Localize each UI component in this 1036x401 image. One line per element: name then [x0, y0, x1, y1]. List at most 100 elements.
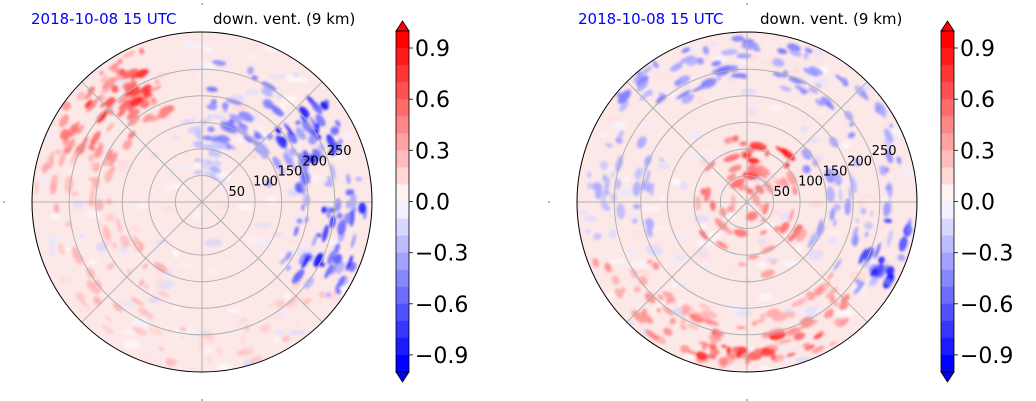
field-patch: [63, 147, 69, 154]
field-patch: [627, 214, 642, 222]
field-patch: [617, 91, 630, 105]
field-patch: [257, 141, 270, 155]
field-patch: [148, 85, 162, 92]
field-patch: [119, 300, 138, 306]
field-patch: [721, 344, 728, 349]
field-patch: [50, 213, 60, 220]
field-patch: [207, 126, 215, 133]
field-patch: [844, 198, 852, 216]
panel-left-colorbar: [395, 20, 410, 383]
field-patch: [906, 218, 912, 235]
field-patch: [333, 253, 343, 265]
field-patch: [604, 206, 611, 212]
field-patch: [702, 318, 719, 326]
field-patch: [840, 294, 850, 304]
field-patch: [758, 293, 773, 302]
field-patch: [645, 170, 651, 183]
colorbar-segment: [941, 99, 954, 117]
field-patch: [852, 103, 859, 108]
field-patch: [884, 279, 892, 286]
field-patch: [72, 245, 80, 259]
radial-tick-label: 250: [327, 144, 352, 159]
field-patch: [261, 81, 277, 92]
field-patch: [736, 325, 746, 330]
field-patch: [131, 297, 145, 307]
field-patch: [681, 93, 695, 104]
field-patch: [611, 275, 620, 285]
field-patch: [100, 102, 106, 108]
colorbar-segment: [396, 48, 409, 66]
field-patch: [253, 132, 261, 140]
field-patch: [828, 236, 838, 246]
field-patch: [716, 76, 722, 81]
field-patch: [680, 181, 688, 191]
field-patch: [679, 55, 695, 64]
field-patch: [328, 148, 337, 157]
field-patch: [879, 165, 887, 176]
field-patch: [654, 119, 662, 128]
field-patch: [267, 74, 286, 79]
field-patch: [628, 230, 645, 238]
colorbar-segment: [396, 31, 409, 49]
field-patch: [859, 193, 878, 200]
field-patch: [149, 101, 158, 107]
field-patch: [605, 142, 613, 148]
theta-tick: [3, 201, 5, 203]
field-patch: [142, 84, 152, 92]
field-patch: [288, 330, 307, 335]
field-patch: [615, 137, 623, 144]
field-patch: [591, 182, 600, 191]
colorbar-segment: [941, 116, 954, 134]
field-patch: [262, 99, 274, 109]
field-patch: [303, 297, 312, 306]
field-patch: [252, 238, 268, 247]
colorbar-extend-max: [940, 20, 955, 32]
field-patch: [745, 106, 759, 114]
field-patch: [873, 242, 881, 260]
field-patch: [75, 293, 87, 306]
field-patch: [632, 260, 650, 269]
field-patch: [670, 178, 681, 185]
field-patch: [791, 297, 807, 307]
field-patch: [275, 126, 282, 134]
field-patch: [709, 200, 716, 211]
field-patch: [123, 340, 140, 349]
panel-right-colorbar: [940, 20, 955, 383]
field-patch: [606, 115, 622, 123]
field-patch: [735, 351, 742, 359]
field-patch: [138, 47, 145, 55]
radial-tick-label: 200: [847, 154, 872, 169]
field-patch: [134, 68, 149, 79]
field-patch: [206, 114, 212, 123]
field-patch: [330, 126, 340, 136]
field-patch: [583, 215, 597, 222]
field-patch: [802, 342, 811, 349]
radial-tick-label: 150: [823, 165, 848, 180]
field-patch: [838, 301, 849, 311]
field-patch: [789, 101, 803, 107]
field-patch: [138, 279, 145, 286]
field-patch: [826, 272, 834, 281]
field-patch: [614, 178, 621, 190]
field-patch: [272, 156, 282, 170]
field-patch: [193, 170, 203, 174]
field-patch: [728, 164, 742, 173]
field-patch: [756, 262, 768, 269]
field-patch: [584, 228, 592, 235]
field-patch: [610, 171, 615, 178]
field-patch: [64, 221, 73, 228]
field-patch: [177, 262, 194, 270]
field-patch: [813, 287, 824, 297]
field-patch: [759, 348, 776, 357]
field-patch: [813, 48, 825, 58]
field-patch: [701, 262, 710, 271]
field-patch: [88, 177, 95, 182]
field-patch: [823, 309, 835, 319]
field-patch: [127, 130, 136, 139]
field-patch: [319, 291, 326, 299]
field-patch: [77, 234, 85, 239]
field-patch: [874, 263, 885, 278]
field-patch: [71, 249, 79, 264]
colorbar-segment: [396, 65, 409, 83]
grid-spoke: [81, 201, 203, 323]
